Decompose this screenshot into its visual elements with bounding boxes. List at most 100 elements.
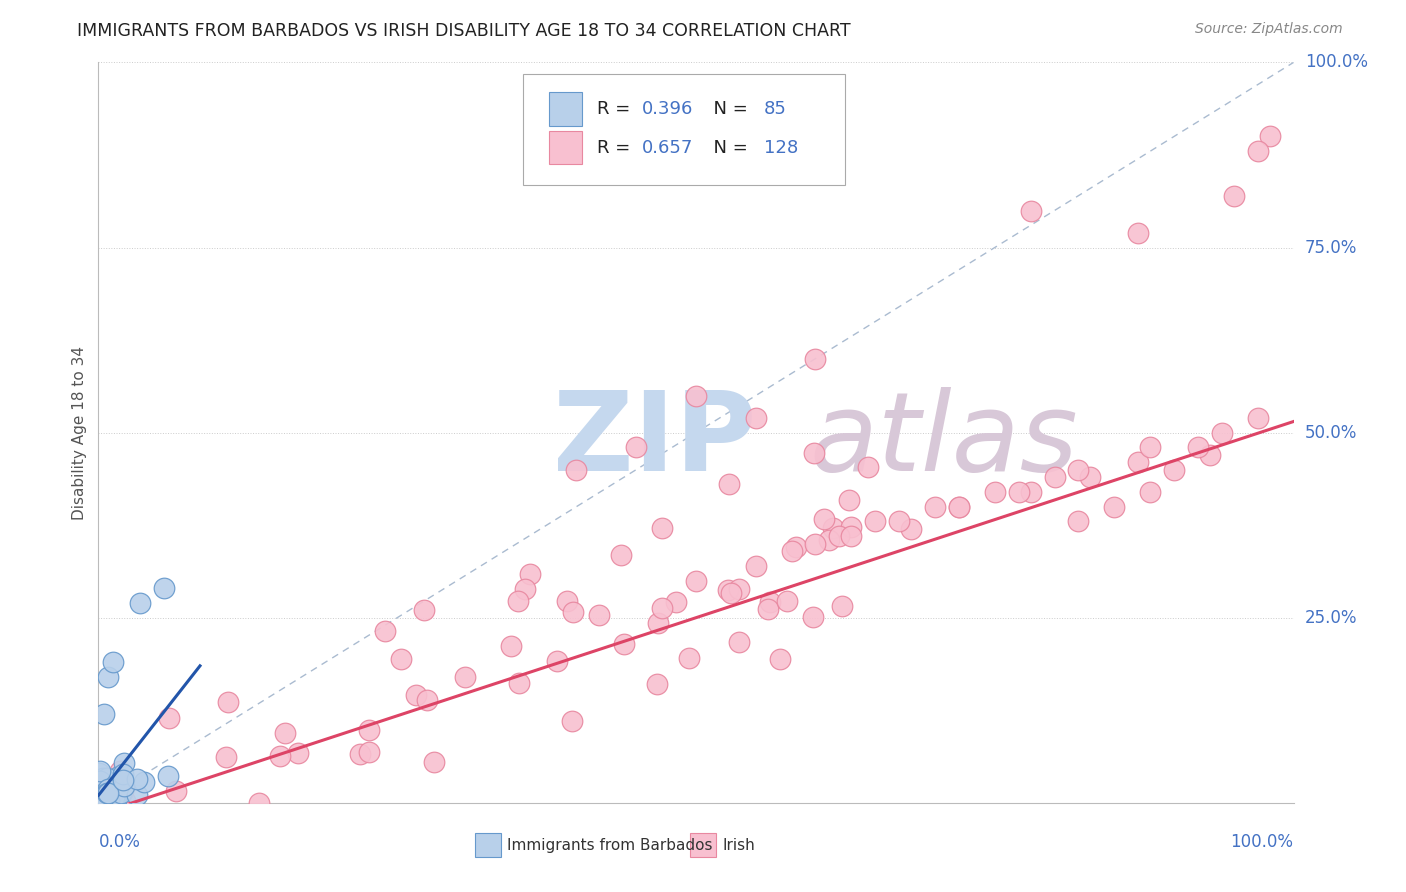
Point — [759, 595, 782, 609]
Text: IMMIGRANTS FROM BARBADOS VS IRISH DISABILITY AGE 18 TO 34 CORRELATION CHART: IMMIGRANTS FROM BARBADOS VS IRISH DISABI… — [77, 22, 851, 40]
Point — [91, 789, 114, 804]
Point — [1067, 462, 1090, 476]
Point — [1019, 484, 1042, 499]
Point — [1104, 500, 1126, 514]
Point — [651, 521, 673, 535]
Point — [89, 791, 111, 805]
Point — [717, 476, 740, 491]
FancyBboxPatch shape — [523, 73, 845, 185]
Point — [89, 781, 111, 796]
Point — [110, 791, 132, 805]
Point — [1128, 455, 1150, 469]
Point — [865, 515, 887, 529]
Text: 100.0%: 100.0% — [1305, 54, 1368, 71]
Bar — [690, 833, 716, 857]
Text: Irish: Irish — [723, 838, 755, 853]
Text: 100.0%: 100.0% — [1230, 833, 1294, 851]
Point — [90, 796, 112, 810]
Point — [89, 795, 111, 809]
Point — [104, 789, 127, 803]
Point — [114, 793, 136, 807]
Point — [357, 745, 380, 759]
Point — [561, 714, 583, 728]
Point — [90, 779, 112, 793]
Point — [1247, 145, 1270, 159]
Point — [87, 796, 110, 810]
Text: 128: 128 — [763, 138, 799, 157]
Point — [97, 784, 120, 798]
Point — [91, 787, 114, 801]
Point — [785, 540, 807, 554]
Point — [98, 785, 121, 799]
Bar — [548, 131, 582, 164]
Point — [165, 784, 187, 798]
Point — [91, 795, 114, 809]
Point — [1187, 441, 1209, 455]
Point — [513, 582, 536, 596]
Point — [110, 786, 132, 800]
Point — [610, 549, 633, 563]
Point — [91, 771, 114, 785]
Point — [1258, 129, 1281, 144]
Point — [1128, 226, 1150, 240]
Point — [112, 766, 135, 780]
Point — [96, 795, 118, 809]
Point — [841, 529, 863, 543]
Point — [728, 582, 751, 597]
Point — [519, 566, 541, 581]
Text: atlas: atlas — [810, 386, 1078, 493]
Point — [87, 775, 110, 789]
Point — [96, 771, 118, 785]
Point — [93, 706, 115, 721]
Point — [97, 792, 120, 806]
Point — [454, 670, 477, 684]
Point — [89, 792, 111, 806]
Point — [423, 756, 446, 770]
Point — [89, 792, 111, 806]
Point — [745, 410, 768, 425]
Point — [93, 794, 115, 808]
Point — [1067, 515, 1090, 529]
Point — [91, 791, 114, 805]
Point — [90, 780, 112, 794]
Point — [727, 635, 749, 649]
Point — [821, 521, 844, 535]
Point — [94, 776, 117, 790]
Bar — [548, 93, 582, 126]
Point — [94, 786, 117, 800]
Point — [89, 793, 111, 807]
Point — [546, 653, 568, 667]
Point — [1043, 470, 1066, 484]
Point — [90, 787, 112, 801]
Point — [818, 533, 841, 547]
Point — [90, 795, 112, 809]
Point — [1163, 462, 1185, 476]
Point — [97, 794, 120, 808]
Point — [97, 786, 120, 800]
Point — [745, 558, 768, 573]
Point — [374, 624, 396, 639]
Point — [89, 781, 111, 796]
Text: Immigrants from Barbados: Immigrants from Barbados — [508, 838, 713, 853]
Point — [678, 651, 700, 665]
Point — [717, 582, 740, 597]
Point — [613, 637, 636, 651]
Point — [626, 441, 648, 455]
Point — [1211, 425, 1233, 440]
Point — [1247, 410, 1270, 425]
Point — [89, 764, 111, 778]
Point — [758, 601, 780, 615]
Point — [87, 777, 110, 791]
Point — [104, 787, 127, 801]
Point — [111, 773, 134, 788]
Point — [157, 711, 180, 725]
Point — [93, 796, 115, 810]
Point — [838, 493, 860, 508]
Point — [101, 655, 124, 669]
Point — [1139, 441, 1161, 455]
Point — [647, 615, 669, 630]
Bar — [475, 833, 501, 857]
Text: R =: R = — [596, 138, 636, 157]
Point — [1019, 203, 1042, 218]
Point — [93, 796, 115, 810]
